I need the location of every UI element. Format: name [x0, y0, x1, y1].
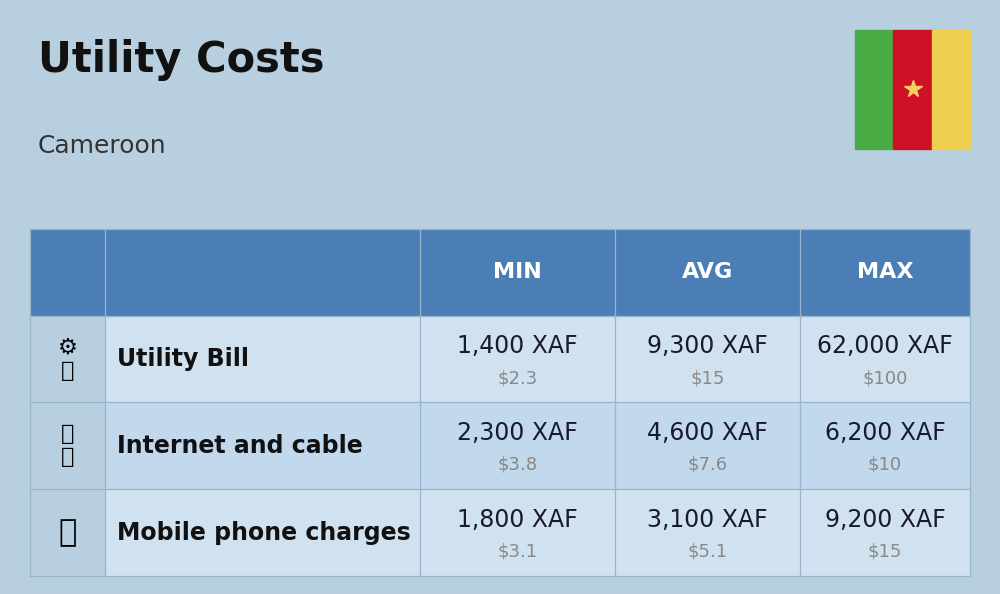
- Bar: [30, 315, 105, 403]
- Text: Internet and cable: Internet and cable: [117, 434, 363, 458]
- Text: 62,000 XAF: 62,000 XAF: [817, 334, 953, 358]
- Bar: [105, 403, 970, 489]
- Text: 9,300 XAF: 9,300 XAF: [647, 334, 768, 358]
- Text: Utility Bill: Utility Bill: [117, 347, 249, 371]
- Text: 1,400 XAF: 1,400 XAF: [457, 334, 578, 358]
- Text: 2,300 XAF: 2,300 XAF: [457, 421, 578, 445]
- Text: $100: $100: [862, 369, 908, 387]
- Text: 6,200 XAF: 6,200 XAF: [825, 421, 945, 445]
- Text: $15: $15: [690, 369, 725, 387]
- Text: Utility Costs: Utility Costs: [38, 39, 324, 81]
- Bar: [105, 489, 970, 576]
- Text: $15: $15: [868, 543, 902, 561]
- Bar: [893, 30, 932, 148]
- Text: Mobile phone charges: Mobile phone charges: [117, 521, 411, 545]
- Text: 4,600 XAF: 4,600 XAF: [647, 421, 768, 445]
- Text: $5.1: $5.1: [687, 543, 728, 561]
- Text: 1,800 XAF: 1,800 XAF: [457, 508, 578, 532]
- Text: $10: $10: [868, 456, 902, 474]
- Text: Cameroon: Cameroon: [38, 134, 167, 157]
- Text: AVG: AVG: [682, 262, 733, 282]
- Bar: [855, 30, 893, 148]
- Text: ⚙
🔌: ⚙ 🔌: [58, 337, 78, 381]
- Text: $2.3: $2.3: [497, 369, 538, 387]
- Bar: [30, 403, 105, 489]
- Text: MAX: MAX: [857, 262, 913, 282]
- Text: $3.1: $3.1: [497, 543, 538, 561]
- Text: 9,200 XAF: 9,200 XAF: [825, 508, 945, 532]
- Bar: [30, 489, 105, 576]
- Text: 📱: 📱: [58, 518, 77, 547]
- Bar: [30, 229, 970, 315]
- Bar: [105, 315, 970, 403]
- Text: MIN: MIN: [493, 262, 542, 282]
- Bar: [932, 30, 970, 148]
- Text: $7.6: $7.6: [687, 456, 728, 474]
- Text: 📶
🖨: 📶 🖨: [61, 424, 74, 467]
- Text: 3,100 XAF: 3,100 XAF: [647, 508, 768, 532]
- Text: $3.8: $3.8: [497, 456, 538, 474]
